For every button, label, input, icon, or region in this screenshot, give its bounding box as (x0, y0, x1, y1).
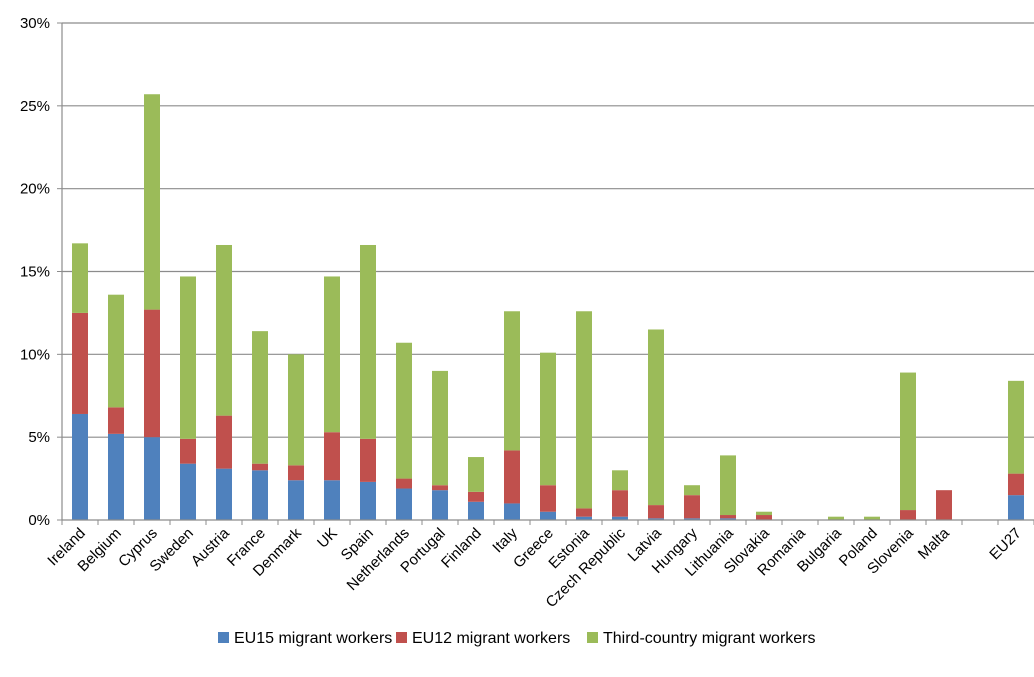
bar-third-country-france (252, 331, 268, 464)
bar-eu12-malta (936, 490, 952, 520)
bar-eu15-cyprus (144, 437, 160, 520)
y-tick-label: 30% (20, 15, 50, 32)
bars (72, 94, 1024, 520)
bar-eu15-uk (324, 480, 340, 520)
bar-eu15-portugal (432, 490, 448, 520)
bar-eu12-denmark (288, 465, 304, 481)
bar-third-country-portugal (432, 370, 448, 486)
bar-eu12-spain (360, 438, 376, 482)
legend: EU15 migrant workers EU12 migrant workers… (218, 630, 816, 647)
x-tick-label: EU27 (986, 525, 1025, 564)
bar-third-country-sweden (180, 276, 196, 439)
bar-eu15-spain (360, 481, 376, 520)
bar-third-country-slovenia (900, 372, 916, 511)
bar-eu12-france (252, 463, 268, 471)
bar-third-country-cyprus (144, 94, 160, 310)
y-tick-label: 10% (20, 346, 50, 363)
bar-eu12-hungary (684, 495, 700, 519)
bar-eu15-austria (216, 468, 232, 520)
y-tick-label: 25% (20, 98, 50, 115)
bar-third-country-netherlands (396, 342, 412, 479)
bar-eu12-netherlands (396, 478, 412, 489)
bar-eu15-netherlands (396, 488, 412, 520)
bar-third-country-latvia (648, 329, 664, 506)
y-tick-label: 15% (20, 264, 50, 281)
bar-third-country-spain (360, 244, 376, 439)
bar-third-country-estonia (576, 311, 592, 509)
bar-eu12-eu27 (1008, 473, 1024, 496)
bar-third-country-austria (216, 244, 232, 416)
x-tick-label: UK (314, 525, 341, 552)
bar-third-country-eu27 (1008, 380, 1024, 474)
x-tick-label: Finland (438, 525, 485, 572)
y-tick-labels: 0% 5% 10% 15% 20% 25% 30% (20, 15, 50, 529)
legend-label: Third-country migrant workers (603, 630, 816, 647)
bar-third-country-finland (468, 457, 484, 492)
bar-third-country-poland (864, 516, 880, 520)
bar-third-country-uk (324, 276, 340, 433)
bar-eu12-austria (216, 415, 232, 469)
bar-third-country-lithuania (720, 455, 736, 516)
bar-eu12-estonia (576, 508, 592, 517)
bar-eu12-finland (468, 491, 484, 502)
bar-eu15-finland (468, 501, 484, 520)
bar-eu12-belgium (108, 407, 124, 434)
bar-eu15-hungary (684, 518, 700, 520)
y-tick-label: 5% (28, 429, 50, 446)
y-tick-label: 0% (28, 512, 50, 529)
bar-eu15-denmark (288, 480, 304, 520)
y-tick-label: 20% (20, 181, 50, 198)
bar-eu15-greece (540, 511, 556, 520)
legend-swatch (396, 632, 407, 643)
bar-third-country-bulgaria (828, 516, 844, 520)
bar-eu12-greece (540, 485, 556, 512)
bar-eu12-portugal (432, 485, 448, 491)
bar-eu15-lithuania (720, 518, 736, 520)
bar-eu15-eu27 (1008, 495, 1024, 520)
x-tick-label: Austria (188, 524, 233, 569)
bar-eu12-lithuania (720, 515, 736, 519)
x-tick-label: Malta (915, 524, 953, 562)
bar-eu12-slovenia (900, 510, 916, 520)
bar-eu12-sweden (180, 438, 196, 464)
bar-eu15-france (252, 470, 268, 520)
bar-eu12-cyprus (144, 309, 160, 438)
bar-third-country-italy (504, 311, 520, 451)
bar-eu15-sweden (180, 463, 196, 520)
bar-eu15-belgium (108, 433, 124, 520)
bar-eu12-uk (324, 432, 340, 481)
bar-third-country-ireland (72, 243, 88, 313)
bar-eu12-slovakia (756, 515, 772, 520)
bar-eu12-italy (504, 450, 520, 504)
bar-third-country-czech-republic (612, 470, 628, 491)
bar-eu12-czech-republic (612, 490, 628, 517)
bar-eu12-latvia (648, 505, 664, 519)
bar-third-country-denmark (288, 354, 304, 466)
x-tick-labels: IrelandBelgiumCyprusSwedenAustriaFranceD… (44, 524, 1024, 611)
bar-eu15-latvia (648, 518, 664, 520)
legend-swatch (587, 632, 598, 643)
legend-label: EU15 migrant workers (234, 630, 392, 647)
x-tick-label: Italy (489, 524, 521, 556)
bar-eu15-estonia (576, 516, 592, 520)
legend-label: EU12 migrant workers (412, 630, 570, 647)
bar-third-country-greece (540, 352, 556, 486)
bar-third-country-slovakia (756, 511, 772, 516)
bar-eu15-italy (504, 503, 520, 520)
bar-eu15-ireland (72, 413, 88, 520)
bar-eu15-czech-republic (612, 516, 628, 520)
bar-eu12-ireland (72, 312, 88, 414)
bar-third-country-belgium (108, 294, 124, 408)
legend-swatch (218, 632, 229, 643)
axes (57, 22, 1034, 525)
bar-third-country-hungary (684, 485, 700, 496)
